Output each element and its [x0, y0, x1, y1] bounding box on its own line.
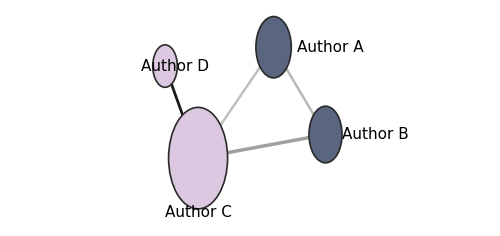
Ellipse shape	[168, 107, 228, 209]
Text: Author B: Author B	[342, 127, 409, 142]
Text: Author C: Author C	[164, 205, 232, 220]
Text: Author D: Author D	[142, 59, 210, 74]
Ellipse shape	[256, 17, 292, 78]
Text: Author A: Author A	[297, 40, 364, 55]
Ellipse shape	[153, 45, 178, 87]
Ellipse shape	[309, 106, 342, 163]
